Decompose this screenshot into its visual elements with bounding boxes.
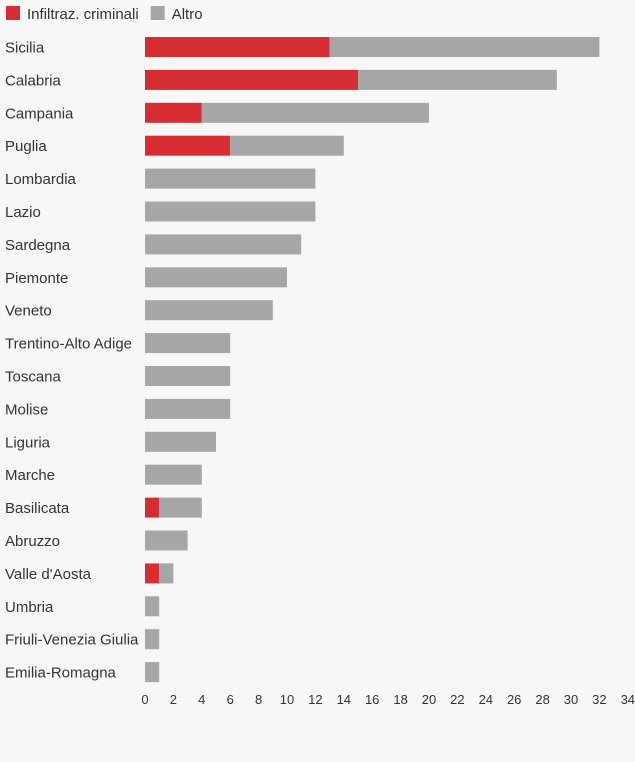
bar-infiltraz-criminali-calabria — [145, 69, 358, 90]
category-label-valle-d-aosta: Valle d'Aosta — [5, 566, 92, 583]
bar-altro-valle-d-aosta — [159, 563, 174, 584]
bar-altro-molise — [145, 398, 231, 419]
category-label-calabria: Calabria — [5, 72, 62, 89]
x-tick-label-16: 16 — [365, 692, 379, 707]
x-axis: 0 2 4 6 8 10 12 14 16 18 20 22 24 26 28 30 32 34 — [141, 692, 635, 707]
bar-altro-piemonte — [145, 267, 287, 288]
category-label-lombardia: Lombardia — [5, 171, 77, 188]
legend-label-infiltraz-criminali: Infiltraz. criminali — [27, 6, 139, 23]
bar-altro-liguria — [145, 431, 216, 452]
x-tick-label-32: 32 — [592, 692, 606, 707]
x-tick-label-14: 14 — [337, 692, 351, 707]
bars — [145, 37, 600, 683]
category-label-trentino-alto-adige: Trentino-Alto Adige — [5, 336, 132, 353]
category-label-marche: Marche — [5, 467, 55, 484]
bar-altro-calabria — [358, 69, 557, 90]
legend: Infiltraz. criminali Altro — [6, 6, 203, 23]
category-labels: Sicilia Calabria Campania Puglia Lombardia La… — [5, 40, 139, 682]
x-tick-label-8: 8 — [255, 692, 262, 707]
x-tick-label-0: 0 — [141, 692, 148, 707]
bar-infiltraz-criminali-puglia — [145, 135, 231, 156]
bar-infiltraz-criminali-valle-d-aosta — [145, 563, 160, 584]
x-tick-label-22: 22 — [450, 692, 464, 707]
bar-altro-trentino-alto-adige — [145, 333, 231, 354]
bar-altro-sicilia — [329, 37, 600, 57]
bar-altro-sardegna — [145, 234, 302, 255]
x-tick-label-18: 18 — [393, 692, 407, 707]
bar-altro-marche — [145, 464, 202, 485]
bar-infiltraz-criminali-campania — [145, 102, 202, 123]
category-label-molise: Molise — [5, 401, 48, 418]
bar-altro-friuli-venezia-giulia — [145, 629, 160, 650]
category-label-emilia-romagna: Emilia-Romagna — [5, 665, 117, 682]
category-label-toscana: Toscana — [5, 369, 62, 386]
bar-altro-abruzzo — [145, 530, 188, 551]
category-label-friuli-venezia-giulia: Friuli-Venezia Giulia — [5, 632, 139, 649]
bar-altro-umbria — [145, 596, 160, 617]
x-tick-label-26: 26 — [507, 692, 521, 707]
category-label-abruzzo: Abruzzo — [5, 533, 60, 550]
x-tick-label-30: 30 — [564, 692, 578, 707]
bar-altro-lazio — [145, 201, 316, 222]
category-label-basilicata: Basilicata — [5, 500, 70, 517]
bar-altro-lombardia — [145, 168, 316, 189]
bar-altro-veneto — [145, 300, 273, 321]
x-tick-label-12: 12 — [308, 692, 322, 707]
bar-infiltraz-criminali-sicilia — [145, 37, 330, 57]
category-label-umbria: Umbria — [5, 599, 54, 616]
legend-label-altro: Altro — [172, 6, 203, 23]
x-tick-label-6: 6 — [227, 692, 234, 707]
category-label-veneto: Veneto — [5, 303, 52, 320]
category-label-sicilia: Sicilia — [5, 40, 45, 57]
category-label-sardegna: Sardegna — [5, 237, 71, 254]
category-label-piemonte: Piemonte — [5, 270, 68, 287]
bar-altro-campania — [201, 102, 429, 123]
legend-swatch-infiltraz-criminali — [6, 6, 20, 20]
x-tick-label-34: 34 — [621, 692, 635, 707]
legend-swatch-altro — [150, 6, 165, 20]
bar-altro-toscana — [145, 366, 231, 386]
category-label-campania: Campania — [5, 105, 74, 122]
bar-altro-basilicata — [159, 497, 202, 518]
category-label-lazio: Lazio — [5, 204, 41, 221]
bar-infiltraz-criminali-basilicata — [145, 497, 160, 518]
x-tick-label-10: 10 — [280, 692, 294, 707]
x-tick-label-24: 24 — [479, 692, 493, 707]
bar-altro-puglia — [230, 135, 344, 156]
category-label-liguria: Liguria — [5, 434, 51, 451]
x-tick-label-2: 2 — [170, 692, 177, 707]
x-tick-label-20: 20 — [422, 692, 436, 707]
bar-altro-emilia-romagna — [145, 662, 160, 683]
category-label-puglia: Puglia — [5, 138, 47, 155]
x-tick-label-4: 4 — [198, 692, 205, 707]
x-tick-label-28: 28 — [535, 692, 549, 707]
